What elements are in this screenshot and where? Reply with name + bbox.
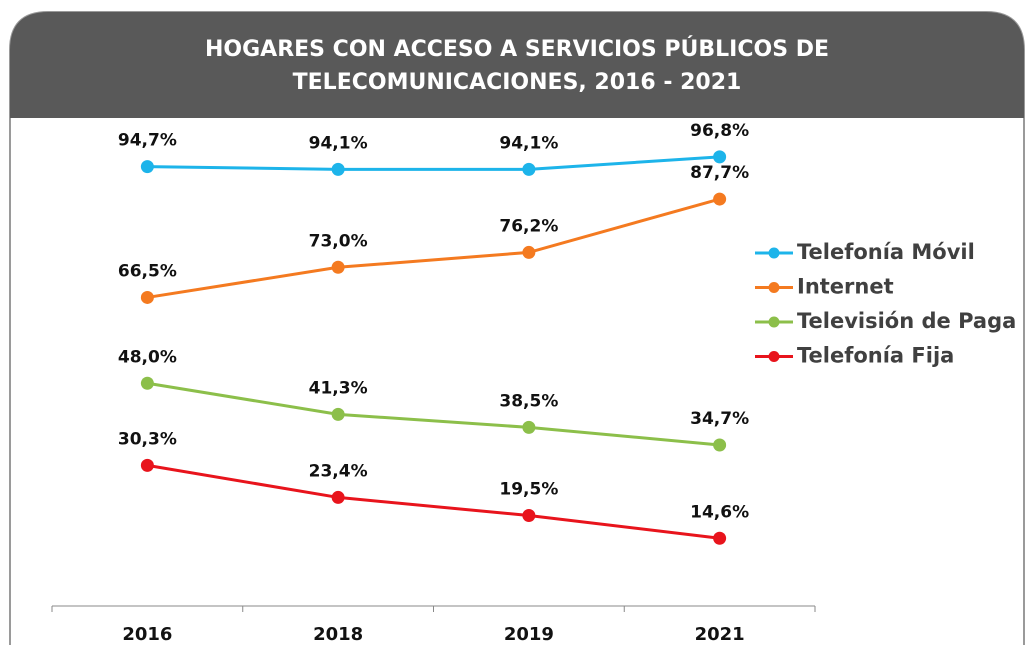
data-point xyxy=(713,192,727,206)
legend-swatch xyxy=(768,351,780,362)
series-line xyxy=(147,381,720,447)
legend-swatch xyxy=(768,282,780,293)
legend-swatch xyxy=(768,316,780,328)
data-label: 87,7% xyxy=(690,163,749,183)
data-label: 14,6% xyxy=(690,502,749,522)
data-point xyxy=(522,509,536,523)
data-label: 19,5% xyxy=(499,480,558,500)
chart-title: TELECOMUNICACIONES, 2016 - 2021 xyxy=(293,70,742,95)
data-label: 41,3% xyxy=(309,378,368,398)
data-point xyxy=(713,150,727,164)
data-point xyxy=(331,162,345,176)
data-label: 66,5% xyxy=(118,261,177,281)
data-label: 23,4% xyxy=(309,461,368,481)
legend-swatch xyxy=(768,247,780,259)
series-line xyxy=(147,463,720,540)
series-line xyxy=(147,155,720,171)
series-line xyxy=(147,197,721,299)
data-point xyxy=(331,490,345,504)
data-label: 73,0% xyxy=(309,231,368,251)
data-point xyxy=(140,376,154,390)
x-tick-label: 2018 xyxy=(313,624,363,645)
legend-label: Internet xyxy=(797,275,894,299)
data-label: 34,7% xyxy=(690,409,749,429)
data-point xyxy=(140,458,154,472)
data-point xyxy=(522,245,536,259)
data-label: 30,3% xyxy=(118,429,177,449)
data-point xyxy=(522,420,536,434)
data-point xyxy=(331,407,345,421)
x-tick-label: 2019 xyxy=(504,624,554,645)
data-label: 94,1% xyxy=(309,133,368,153)
data-label: 38,5% xyxy=(499,391,558,411)
legend-label: Telefonía Móvil xyxy=(797,240,975,264)
data-point xyxy=(522,162,536,176)
data-label: 94,1% xyxy=(499,133,558,153)
header xyxy=(10,12,1024,118)
data-point xyxy=(713,438,727,452)
x-tick-label: 2021 xyxy=(695,624,745,645)
data-point xyxy=(713,531,727,545)
legend-label: Telefonía Fija xyxy=(797,344,954,368)
data-point xyxy=(140,160,154,174)
data-label: 94,7% xyxy=(118,131,177,151)
data-point xyxy=(331,260,345,274)
data-label: 96,8% xyxy=(690,121,749,141)
data-label: 76,2% xyxy=(499,216,558,236)
chart-title: HOGARES CON ACCESO A SERVICIOS PÚBLICOS … xyxy=(205,36,829,62)
legend-label: Televisión de Paga xyxy=(797,309,1016,333)
data-point xyxy=(140,290,154,304)
data-label: 48,0% xyxy=(118,347,177,367)
x-tick-label: 2016 xyxy=(122,624,172,645)
